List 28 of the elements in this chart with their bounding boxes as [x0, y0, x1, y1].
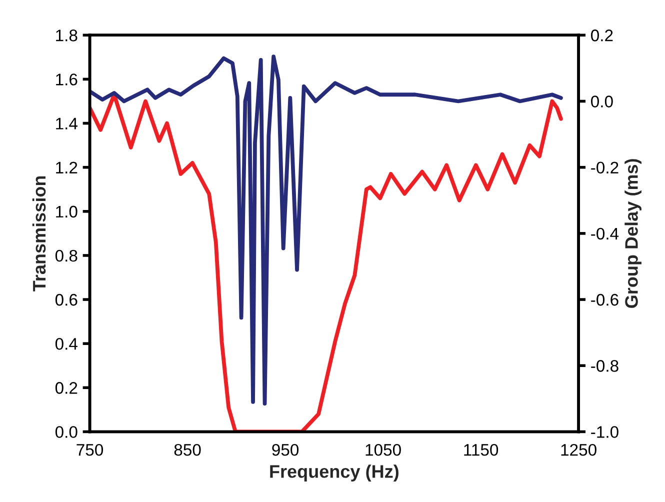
y-tick-label: 1.8 [56, 30, 78, 42]
x-axis-title: Frequency (Hz) [270, 464, 398, 482]
y-axis-title: Transmission [32, 176, 46, 292]
x-tick-label: 850 [174, 444, 201, 456]
line-series [90, 54, 563, 406]
y-tick-label: 0.4 [55, 338, 78, 350]
x-tick-label: 1250 [561, 444, 596, 456]
line-series [90, 92, 563, 432]
y2-tick-label: -0.8 [591, 360, 618, 372]
x-tick-label: 1150 [464, 444, 498, 456]
y2-tick-label: -0.2 [591, 162, 618, 174]
y2-tick-label: 0.2 [591, 30, 613, 42]
y2-tick-label: -0.4 [591, 228, 619, 240]
y2-tick-label: 0.0 [591, 96, 613, 108]
y2-tick-label: -1.0 [591, 426, 618, 438]
y-tick-label: 1.4 [56, 118, 78, 130]
y2-axis-title: Group Delay (ms) [624, 159, 642, 308]
x-tick-label: 950 [272, 444, 299, 456]
y-tick-label: 0.0 [55, 426, 78, 438]
x-tick-label: 1050 [366, 444, 401, 456]
y-tick-label: 0.6 [55, 294, 78, 306]
y-tick-label: 1.2 [56, 162, 78, 174]
y2-tick-label: -0.6 [591, 294, 618, 306]
y-tick-label: 1.0 [56, 206, 78, 218]
y-tick-label: 0.8 [55, 250, 78, 262]
y-tick-label: 1.6 [56, 74, 78, 86]
x-tick-label: 750 [76, 444, 104, 456]
y-tick-label: 0.2 [55, 382, 78, 394]
